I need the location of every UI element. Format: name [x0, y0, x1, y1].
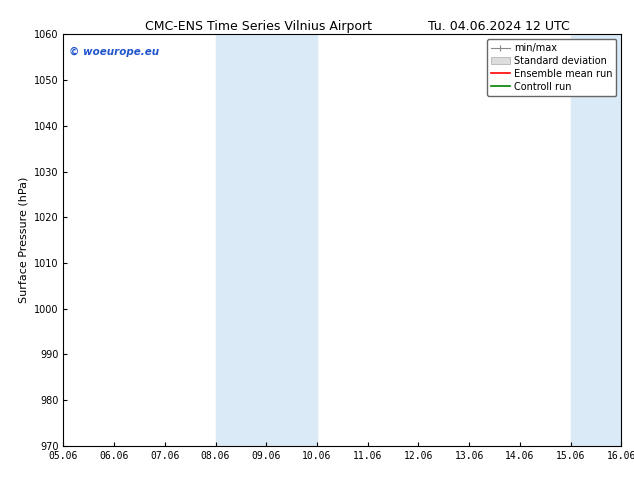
Text: Tu. 04.06.2024 12 UTC: Tu. 04.06.2024 12 UTC [428, 20, 569, 33]
Text: © woeurope.eu: © woeurope.eu [69, 47, 159, 57]
Legend: min/max, Standard deviation, Ensemble mean run, Controll run: min/max, Standard deviation, Ensemble me… [487, 39, 616, 96]
Y-axis label: Surface Pressure (hPa): Surface Pressure (hPa) [18, 177, 29, 303]
Text: CMC-ENS Time Series Vilnius Airport: CMC-ENS Time Series Vilnius Airport [145, 20, 372, 33]
Bar [216, 34, 317, 446]
Bar [571, 34, 621, 446]
